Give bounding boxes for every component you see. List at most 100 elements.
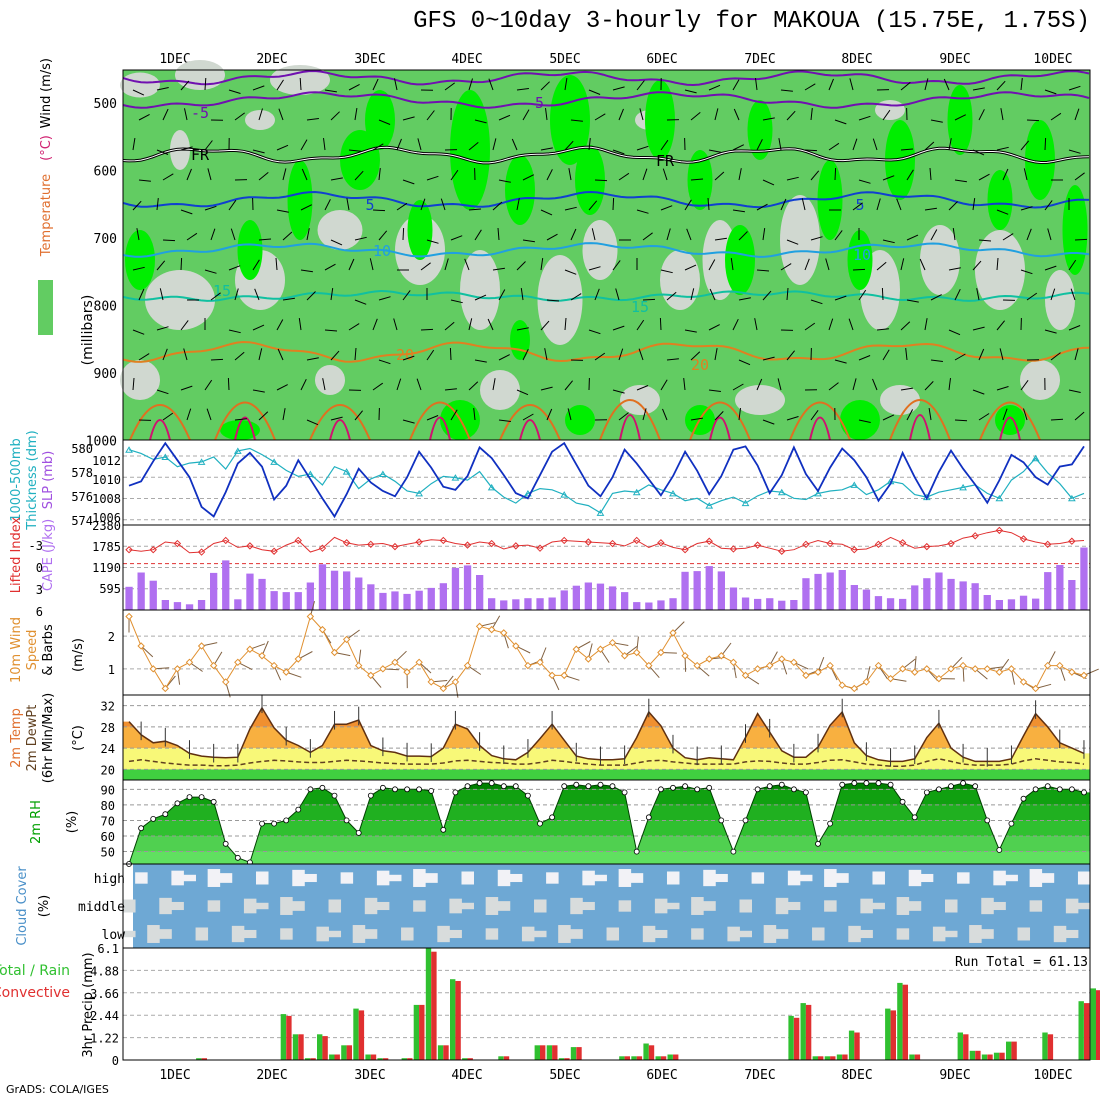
clear-sky-block — [413, 900, 426, 912]
upper-wind-barb — [252, 324, 265, 331]
convective-precip-bar — [842, 1054, 848, 1060]
wind-speed-marker — [234, 658, 242, 667]
upper-wind-barb — [275, 257, 278, 271]
upper-wind-barb — [132, 266, 145, 271]
isotherm-30-loop — [234, 416, 256, 441]
wind-speed-marker — [282, 668, 290, 676]
contour-label: 20 — [396, 346, 414, 364]
wind-speed-marker — [306, 612, 315, 621]
low-rh-patch — [120, 360, 160, 400]
upper-wind-barb — [612, 197, 615, 211]
isotherm-25-loop — [979, 401, 1041, 441]
total-precip-bar — [341, 1045, 347, 1060]
lifted-index-marker — [246, 542, 254, 550]
upper-wind-barb — [254, 288, 260, 301]
upper-wind-barb — [354, 170, 364, 181]
convective-precip-bar — [624, 1056, 630, 1060]
upper-wind-barb — [516, 389, 529, 396]
clear-sky-block — [654, 929, 668, 939]
rh2m-marker — [162, 811, 169, 818]
upper-wind-barb — [492, 201, 503, 211]
upper-wind-barb — [804, 149, 818, 152]
upper-wind-barb — [996, 257, 999, 271]
upper-wind-barb — [162, 108, 169, 121]
upper-wind-barb — [972, 389, 985, 395]
wind-speed-marker — [379, 665, 387, 673]
total-precip-bar — [280, 1014, 287, 1060]
upper-wind-barb — [924, 141, 935, 151]
cape-bar — [741, 597, 750, 610]
upper-wind-barb — [954, 419, 968, 422]
upper-wind-barb — [180, 146, 193, 151]
wind-speed-marker — [898, 665, 907, 673]
clear-sky-block — [352, 925, 366, 943]
upper-wind-barb — [972, 326, 985, 331]
total-precip-bar — [643, 1043, 649, 1060]
clear-sky-block — [739, 899, 753, 913]
rh2m-marker — [875, 780, 882, 786]
cape-bar — [1007, 599, 1016, 610]
upper-wind-barb — [138, 353, 150, 361]
upper-wind-barb — [378, 359, 391, 365]
rh2m-marker — [1032, 786, 1039, 793]
upper-wind-barb — [204, 269, 217, 274]
rh2m-marker — [561, 783, 568, 790]
upper-wind-barb — [1026, 228, 1032, 241]
clear-sky-block — [872, 871, 885, 885]
wind-speed-marker — [802, 671, 810, 680]
cape-bar — [451, 567, 460, 610]
upper-wind-barb — [522, 348, 529, 361]
upper-wind-barb — [642, 232, 653, 241]
convective-precip-bar — [419, 1004, 425, 1060]
clear-sky-block — [461, 871, 474, 885]
upper-wind-barb — [300, 139, 308, 151]
upper-wind-barb — [276, 209, 289, 213]
upper-wind-barb — [546, 408, 553, 421]
thickness-marker — [741, 499, 750, 507]
rh2m-marker — [609, 783, 616, 790]
cape-bar — [403, 593, 411, 610]
wind-speed-marker — [633, 648, 641, 657]
upper-wind-barb — [834, 167, 837, 181]
upper-wind-barb — [930, 359, 943, 362]
upper-wind-barb — [834, 295, 847, 301]
rh2m-marker — [899, 798, 906, 805]
wind-speed-marker — [427, 678, 435, 686]
upper-wind-barb — [306, 118, 319, 121]
cape-bar — [947, 578, 955, 610]
cape-bar — [959, 581, 967, 610]
wind-speed-marker — [935, 674, 943, 683]
upper-wind-barb — [690, 351, 701, 361]
upper-wind-barb — [636, 385, 649, 391]
lifted-index-marker — [463, 541, 472, 549]
upper-ytick: 1000 — [86, 435, 117, 450]
convective-precip-bar — [298, 1034, 304, 1060]
thickness-marker — [1067, 494, 1076, 502]
convective-precip-bar — [975, 1050, 981, 1060]
upper-wind-barb — [516, 88, 529, 91]
upper-wind-barb — [786, 287, 789, 301]
upper-wind-barb — [498, 354, 510, 361]
convective-precip-bar — [576, 1047, 582, 1060]
clear-sky-block — [666, 871, 680, 885]
upper-wind-barb — [498, 179, 511, 183]
upper-wind-barb — [348, 83, 360, 91]
low-rh-patch — [582, 220, 618, 280]
upper-wind-barb — [1000, 108, 1004, 121]
upper-wind-barb — [258, 348, 263, 361]
low-rh-patch — [480, 370, 520, 410]
surface-wind-barb — [696, 665, 710, 677]
upper-wind-barb — [612, 86, 625, 91]
upper-wind-barb — [690, 288, 695, 301]
rh2m-marker — [464, 783, 471, 790]
upper-wind-barb — [848, 318, 854, 331]
clear-sky-block — [534, 930, 547, 938]
lifted-index-marker — [173, 539, 182, 548]
upper-wind-barb — [930, 119, 943, 123]
cape-bar — [234, 599, 242, 610]
cloud-row-high — [133, 864, 1090, 892]
rh2m-marker — [778, 781, 785, 788]
upper-wind-barb — [954, 353, 966, 361]
temp-band — [123, 707, 1090, 727]
clear-sky-block — [280, 897, 293, 915]
